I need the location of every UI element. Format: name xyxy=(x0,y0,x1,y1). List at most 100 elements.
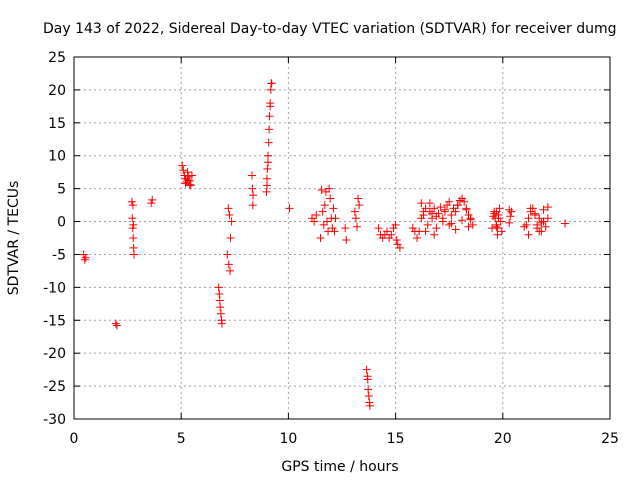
data-point xyxy=(428,209,437,218)
data-point xyxy=(395,243,404,252)
data-point xyxy=(497,227,506,236)
data-point xyxy=(264,158,273,167)
data-point xyxy=(443,201,452,210)
y-tick-label: -15 xyxy=(43,313,66,329)
data-point xyxy=(341,224,350,233)
data-point xyxy=(321,187,330,196)
data-point xyxy=(128,214,137,223)
data-point xyxy=(330,227,339,236)
data-point xyxy=(248,184,257,193)
data-point xyxy=(449,204,458,213)
data-point xyxy=(111,319,120,328)
x-tick-labels: 0 5 10 15 20 25 xyxy=(70,431,619,447)
data-point xyxy=(355,201,364,210)
data-point xyxy=(445,220,454,229)
data-point xyxy=(363,375,372,384)
data-point xyxy=(354,194,363,203)
data-point xyxy=(438,217,447,226)
data-point xyxy=(505,218,514,227)
data-point xyxy=(494,214,503,223)
data-point xyxy=(458,216,467,225)
data-point xyxy=(130,250,139,259)
data-point xyxy=(226,234,235,242)
data-point xyxy=(507,207,516,216)
data-point xyxy=(307,214,316,223)
data-point xyxy=(520,222,529,231)
data-point xyxy=(185,180,194,189)
data-point xyxy=(464,210,473,219)
data-point xyxy=(225,210,234,219)
data-point xyxy=(127,197,136,206)
data-point xyxy=(419,207,428,216)
data-point xyxy=(79,250,88,259)
data-point xyxy=(350,207,359,216)
data-point xyxy=(249,191,258,200)
data-point xyxy=(524,230,533,239)
data-point xyxy=(539,217,548,226)
x-tick-label: 15 xyxy=(387,431,405,447)
data-point xyxy=(543,214,552,223)
data-point xyxy=(417,214,426,223)
data-point xyxy=(128,201,137,210)
data-point xyxy=(466,215,475,224)
data-point xyxy=(184,172,193,181)
data-point xyxy=(493,230,502,239)
data-point xyxy=(524,214,533,223)
data-point xyxy=(464,222,473,231)
data-point xyxy=(535,214,544,223)
data-point xyxy=(455,196,464,205)
data-point xyxy=(217,319,226,328)
data-point xyxy=(533,224,542,233)
data-point xyxy=(543,203,552,212)
data-point xyxy=(183,168,192,177)
data-point xyxy=(436,203,445,212)
data-point xyxy=(224,204,233,213)
data-point xyxy=(267,79,276,88)
data-point xyxy=(451,225,460,234)
x-tick-label: 20 xyxy=(494,431,512,447)
data-point xyxy=(423,220,432,229)
x-tick-label: 0 xyxy=(70,431,79,447)
y-tick-label: -10 xyxy=(43,280,66,296)
data-point xyxy=(112,321,121,330)
y-tick-labels: 25 20 15 10 5 0 -5 -10 -15 -20 -25 -30 xyxy=(43,50,66,428)
data-point xyxy=(421,204,430,213)
y-tick-label: 10 xyxy=(48,149,66,165)
data-point xyxy=(541,222,550,231)
data-point xyxy=(263,164,272,173)
data-point xyxy=(178,161,187,170)
y-tick-label: -25 xyxy=(43,379,66,395)
chart-title: Day 143 of 2022, Sidereal Day-to-day VTE… xyxy=(43,21,617,37)
data-point xyxy=(129,220,138,229)
data-point xyxy=(342,235,351,244)
data-point xyxy=(216,303,225,312)
y-tick-label: 0 xyxy=(57,215,66,231)
data-point xyxy=(447,210,456,219)
data-point xyxy=(319,220,328,229)
data-point xyxy=(322,217,331,226)
data-point xyxy=(351,214,360,223)
data-point xyxy=(387,230,396,239)
data-point xyxy=(318,207,327,216)
data-point xyxy=(535,227,544,236)
data-point xyxy=(447,219,456,228)
data-point xyxy=(248,201,257,210)
y-tick-label: -30 xyxy=(43,412,66,428)
grid-lines xyxy=(73,56,611,420)
y-tick-label: 25 xyxy=(48,50,66,66)
data-point xyxy=(506,212,515,221)
data-point xyxy=(331,214,340,223)
data-point xyxy=(265,112,274,121)
data-point xyxy=(537,218,546,227)
data-point xyxy=(451,207,460,216)
data-point xyxy=(264,138,273,147)
data-point xyxy=(226,266,235,275)
data-point xyxy=(129,234,138,242)
data-point xyxy=(262,181,271,190)
data-point xyxy=(310,217,319,226)
data-point xyxy=(320,201,329,210)
data-point xyxy=(325,184,334,193)
x-tick-label: 5 xyxy=(177,431,186,447)
data-point xyxy=(80,255,89,264)
data-point xyxy=(186,181,195,190)
